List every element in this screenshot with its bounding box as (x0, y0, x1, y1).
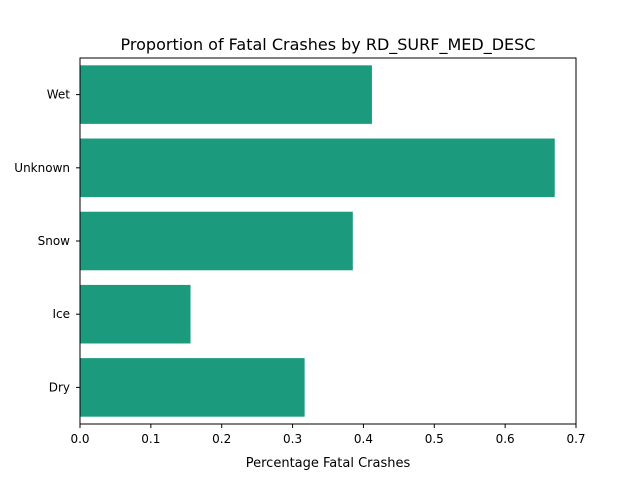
x-tick-label: 0.7 (566, 432, 585, 446)
bar-unknown (80, 138, 555, 198)
y-ticks-group: Dry Ice Snow Unknown Wet (14, 88, 80, 394)
x-tick-label: 0.0 (70, 432, 89, 446)
bar-wet (80, 65, 372, 124)
y-tick-label: Dry (49, 380, 70, 394)
bar-snow (80, 211, 353, 271)
x-tick-label: 0.6 (496, 432, 515, 446)
y-tick-label: Ice (52, 307, 70, 321)
x-tick-label: 0.4 (354, 432, 373, 446)
bar-ice (80, 284, 191, 344)
x-tick-label: 0.1 (141, 432, 160, 446)
plot-frame (79, 57, 577, 425)
x-ticks-group: 0.0 0.1 0.2 0.3 0.4 0.5 0.6 0.7 (70, 424, 586, 446)
y-tick-label: Snow (38, 234, 71, 248)
bar-dry (80, 358, 305, 417)
bars-group (80, 65, 555, 417)
x-tick-label: 0.2 (212, 432, 231, 446)
y-tick-label: Unknown (14, 161, 70, 175)
x-axis-label: Percentage Fatal Crashes (246, 456, 411, 471)
x-tick-label: 0.3 (283, 432, 302, 446)
chart-title: Proportion of Fatal Crashes by RD_SURF_M… (121, 35, 536, 55)
x-tick-label: 0.5 (425, 432, 444, 446)
y-tick-label: Wet (47, 88, 71, 102)
